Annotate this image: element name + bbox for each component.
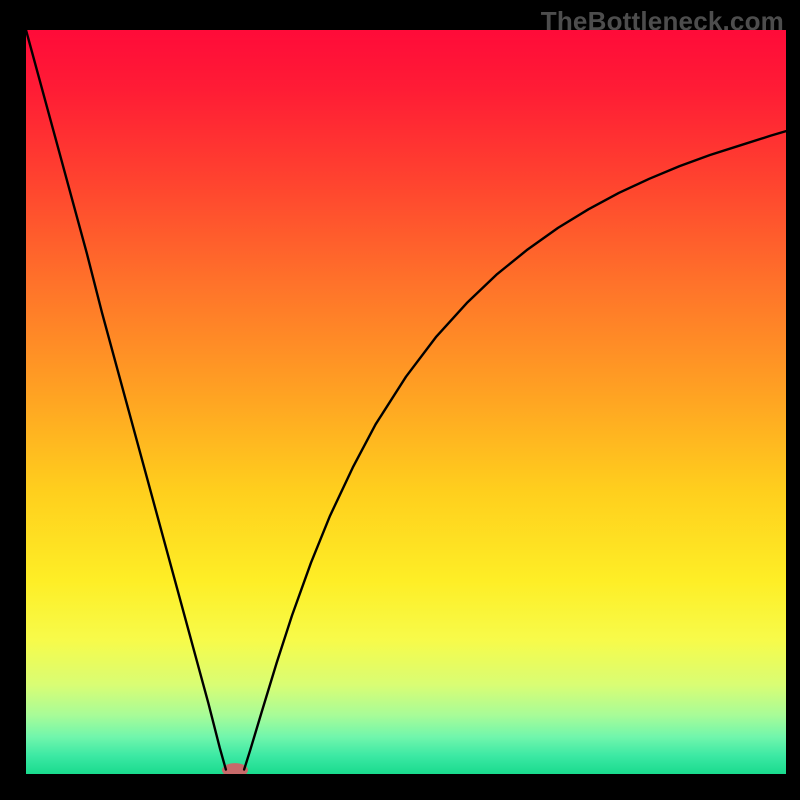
chart-background	[26, 30, 786, 774]
chart-svg	[26, 30, 786, 774]
figure-canvas: TheBottleneck.com	[0, 0, 800, 800]
plot-area	[26, 30, 786, 774]
